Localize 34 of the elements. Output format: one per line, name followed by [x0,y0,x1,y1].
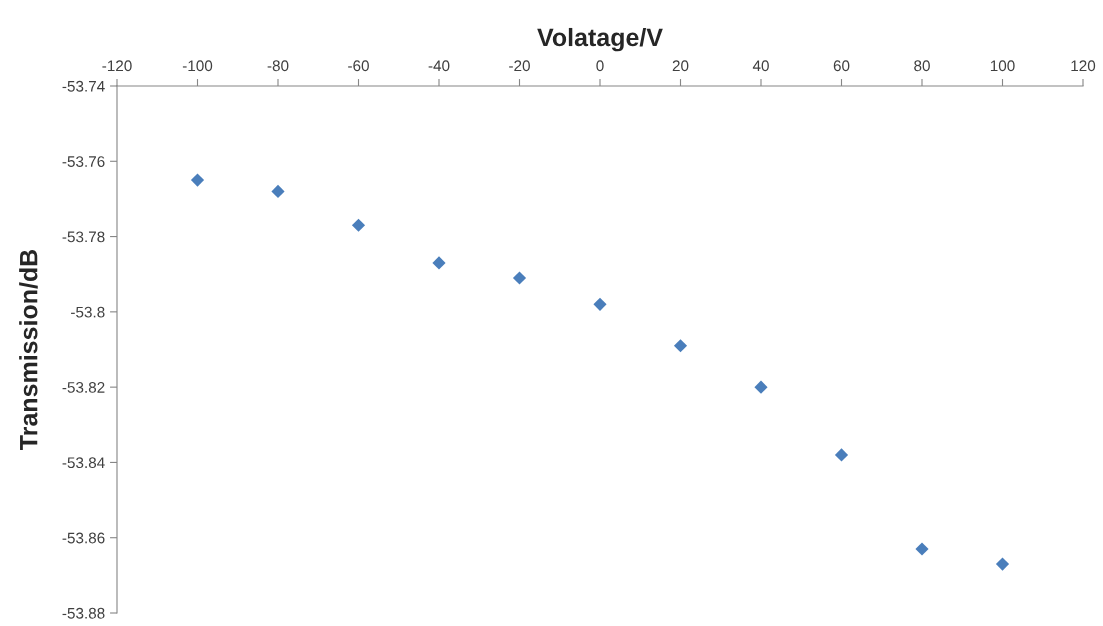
point [673,339,688,353]
point [271,184,285,198]
x-tick-label: -60 [348,60,369,72]
x-tick-label: 120 [1071,60,1096,72]
x-tick-label: 40 [752,60,769,72]
point [834,448,849,462]
point [432,256,446,270]
point [190,173,205,187]
y-tick-label: -53.74 [62,80,105,92]
x-tick-label: -20 [509,60,530,72]
y-tick-label: -53.88 [62,607,105,619]
x-tick-label: -80 [267,60,289,72]
x-tick-label: 60 [833,60,850,72]
y-tick-label: -53.78 [62,231,105,243]
x-tick-label: -120 [102,60,132,72]
y-tick-label: -53.86 [62,532,105,544]
point [995,557,1010,571]
point [351,218,366,232]
y-tick-label: -53.82 [62,382,105,393]
x-tick-label: 20 [672,60,689,72]
y-tick-label: -53.84 [62,457,105,469]
x-tick-label: -100 [182,60,213,72]
point [512,271,527,285]
x-tick-label: 100 [990,60,1015,72]
x-axis-title: Volatage/V [537,27,663,52]
y-axis-title: Transmission/dB [19,249,38,450]
x-tick-label: 0 [596,60,604,72]
y-tick-label: -53.8 [71,306,105,318]
point [593,297,607,311]
x-tick-label: 80 [914,60,930,72]
point [754,380,768,394]
x-tick-label: -40 [428,60,450,72]
point [915,542,929,556]
y-tick-label: -53.76 [62,156,105,167]
